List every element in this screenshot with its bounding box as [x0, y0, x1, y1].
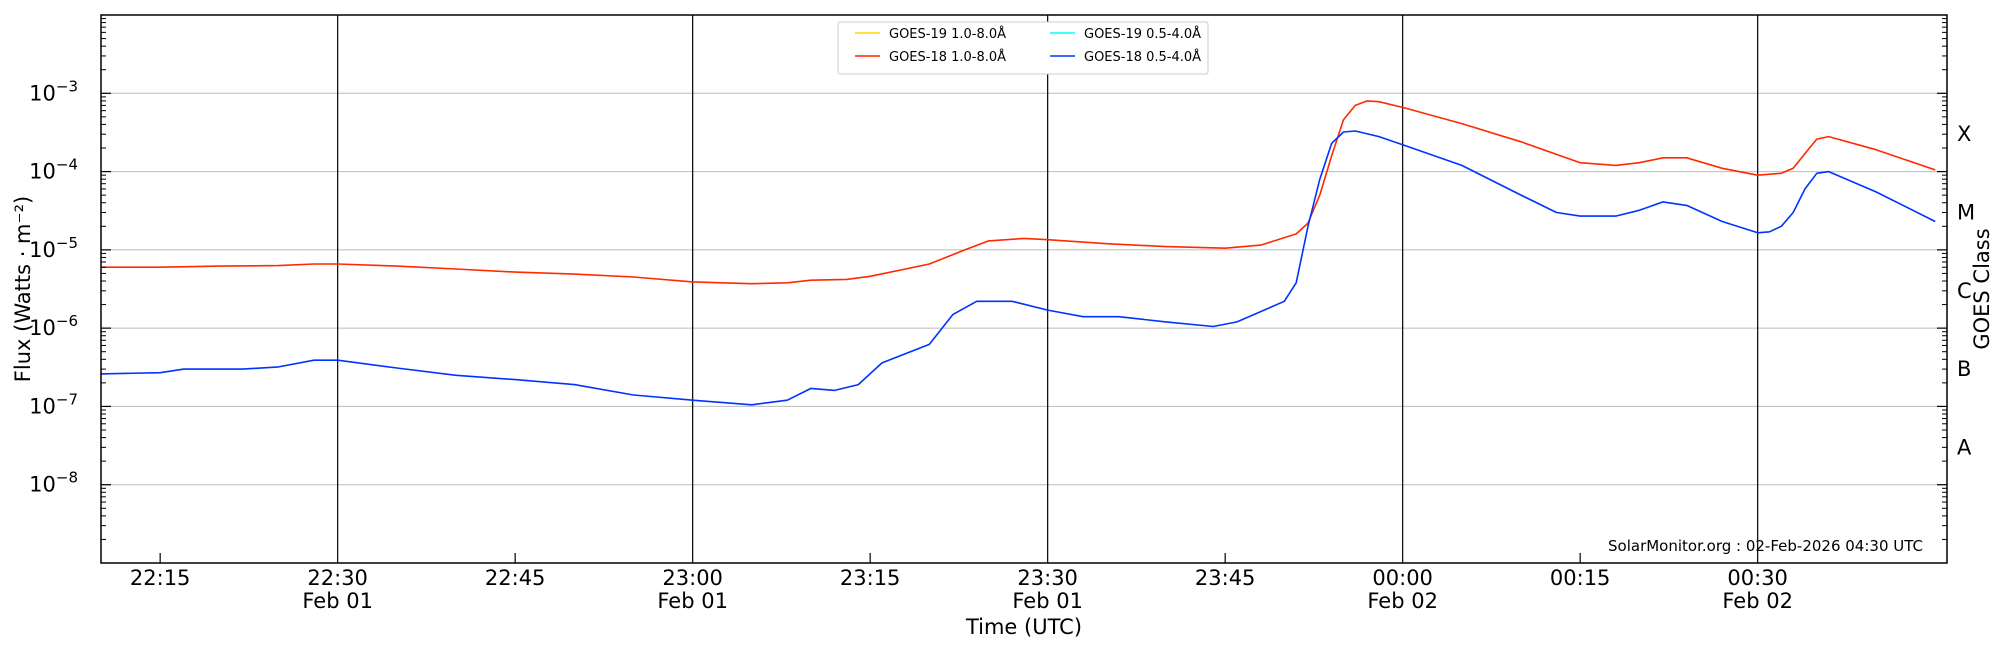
x-tick-label: 23:30: [1017, 566, 1078, 590]
legend-items: GOES-19 1.0-8.0Å GOES-18 1.0-8.0Å GOES-19 …: [855, 26, 1201, 65]
y-tick-label: 10−3: [29, 77, 78, 105]
goes-class-label: B: [1957, 357, 1971, 381]
x-tick-date-label: Feb 02: [1722, 589, 1793, 613]
x-tick-label: 23:45: [1195, 566, 1256, 590]
legend-label: GOES-19 0.5-4.0Å: [1084, 26, 1201, 42]
goes-class-label: A: [1957, 435, 1972, 459]
x-tick-date-label: Feb 01: [1012, 589, 1083, 613]
y-tick-label: 10−4: [29, 156, 78, 184]
series-lines: [100, 100, 1936, 406]
plot-frame: [100, 14, 1948, 564]
legend-box: [837, 21, 1209, 75]
y-tick-label: 10−5: [29, 234, 78, 262]
legend-label: GOES-18 0.5-4.0Å: [1084, 49, 1201, 65]
x-tick-label: 22:15: [130, 566, 191, 590]
x-tick-label: 22:45: [485, 566, 546, 590]
series-line: [101, 100, 1936, 285]
goes-class-label: M: [1957, 201, 1975, 225]
x-tick-label: 00:30: [1727, 566, 1788, 590]
x-tick-date-label: Feb 02: [1367, 589, 1438, 613]
grid-lines: [101, 15, 1947, 563]
y2-axis-title: GOES Class: [1970, 228, 1994, 349]
y-tick-label: 10−8: [29, 469, 78, 497]
x-tick-date-label: Feb 01: [657, 589, 728, 613]
y-tick-label: 10−7: [29, 390, 78, 418]
y-axis: 10−8 10−7 10−6 10−5 10−4 10−3: [29, 18, 1947, 540]
legend: GOES-19 1.0-8.0Å GOES-18 1.0-8.0Å GOES-19 …: [837, 21, 1209, 75]
source-credit: SolarMonitor.org : 02-Feb-2026 04:30 UTC: [1608, 537, 1923, 555]
x-tick-label: 23:15: [840, 566, 901, 590]
goes-class-label: C: [1957, 279, 1972, 303]
x-tick-label: 22:30: [307, 566, 368, 590]
x-tick-label: 23:00: [662, 566, 723, 590]
legend-label: GOES-19 1.0-8.0Å: [889, 26, 1006, 42]
x-tick-date-label: Feb 01: [302, 589, 373, 613]
y-axis-title: Flux (Watts · m⁻²): [11, 196, 35, 382]
x-tick-label: 00:00: [1372, 566, 1433, 590]
series-line: [100, 130, 1936, 406]
goes-class-label: X: [1957, 122, 1971, 146]
y-tick-label: 10−6: [29, 312, 78, 340]
x-tick-label: 00:15: [1550, 566, 1611, 590]
goes-class-axis: A B C M X: [1957, 122, 1975, 459]
x-axis-title: Time (UTC): [965, 615, 1082, 639]
legend-label: GOES-18 1.0-8.0Å: [889, 49, 1006, 65]
